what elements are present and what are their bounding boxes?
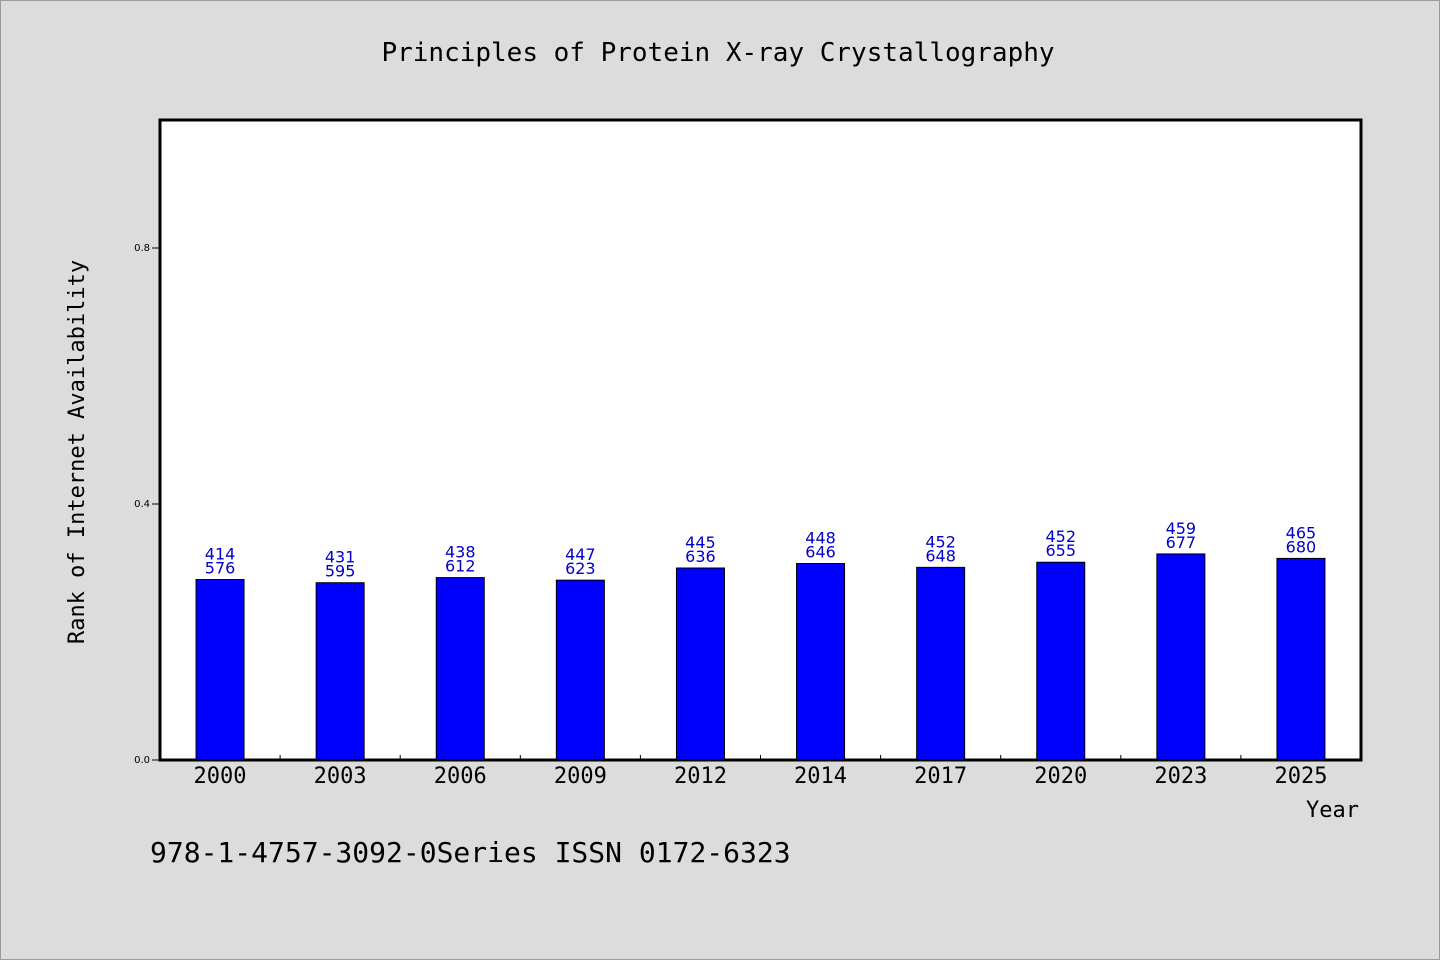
- data-label-bottom-2014: 646: [805, 543, 836, 562]
- x-tick-label-2023: 2023: [1154, 764, 1207, 789]
- data-label-top-2003: 431: [325, 548, 356, 567]
- footer-text: 978-1-4757-3092-0Series ISSN 0172-6323: [150, 836, 791, 869]
- data-label-bottom-2017: 648: [925, 546, 956, 565]
- bar-2003: [315, 582, 365, 761]
- bar-2020: [1036, 561, 1086, 761]
- data-label-bottom-2003: 595: [325, 562, 356, 581]
- x-tick-label-2025: 2025: [1274, 764, 1327, 789]
- bar-2025: [1276, 557, 1326, 761]
- y-axis-label: Rank of Internet Availability: [65, 260, 90, 644]
- x-axis-ticks: 2000 2003 2006 2009 2012 2014 2017 2020 2023 2025: [194, 755, 1327, 789]
- data-label-bottom-2023: 677: [1166, 533, 1197, 552]
- x-tick-label-2020: 2020: [1034, 764, 1087, 789]
- bar-2006: [435, 577, 485, 761]
- bar-2012: [675, 567, 725, 761]
- data-label-top-2012: 445: [685, 533, 716, 552]
- data-label-bottom-2020: 655: [1045, 541, 1076, 560]
- data-label-top-2006: 438: [445, 543, 476, 562]
- data-label-bottom-2012: 636: [685, 547, 716, 566]
- data-label-top-2017: 452: [925, 532, 956, 551]
- x-tick-label-2017: 2017: [914, 764, 967, 789]
- chart-title: Principles of Protein X-ray Crystallogra…: [381, 38, 1054, 68]
- x-tick-label-2006: 2006: [434, 764, 487, 789]
- bar-2017: [916, 566, 966, 761]
- data-label-top-2009: 447: [565, 545, 596, 564]
- data-label-bottom-2000: 576: [205, 559, 236, 578]
- data-label-bottom-2006: 612: [445, 557, 476, 576]
- bar-2009: [555, 579, 605, 761]
- y-tick-label-0.0: 0.0: [134, 755, 150, 766]
- data-label-top-2000: 414: [205, 545, 236, 564]
- y-tick-label-0.4: 0.4: [134, 499, 150, 510]
- bar-2023: [1156, 553, 1206, 761]
- data-label-top-2025: 465: [1286, 523, 1317, 542]
- data-label-top-2014: 448: [805, 529, 836, 548]
- x-tick-label-2009: 2009: [554, 764, 607, 789]
- x-tick-label-2000: 2000: [194, 764, 247, 789]
- bars: 4145764315954386124476234456364486464526…: [195, 519, 1326, 761]
- y-tick-label-0.8: 0.8: [134, 243, 150, 254]
- data-label-top-2023: 459: [1166, 519, 1197, 538]
- bar-2014: [796, 563, 846, 761]
- y-axis-ticks: 0.0 0.4 0.8: [134, 243, 160, 766]
- x-tick-label-2003: 2003: [314, 764, 367, 789]
- x-tick-label-2012: 2012: [674, 764, 727, 789]
- x-axis-label: Year: [1306, 798, 1359, 823]
- data-label-bottom-2009: 623: [565, 559, 596, 578]
- x-tick-label-2014: 2014: [794, 764, 847, 789]
- bar-2000: [195, 579, 245, 761]
- data-label-top-2020: 452: [1045, 527, 1076, 546]
- data-label-bottom-2025: 680: [1286, 537, 1317, 556]
